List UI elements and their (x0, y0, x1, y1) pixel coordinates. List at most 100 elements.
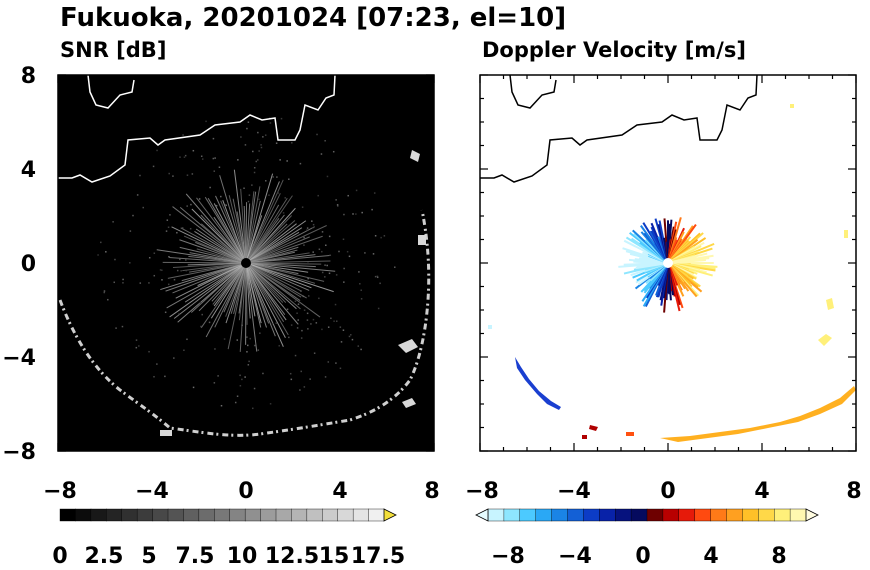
vel-cb-tick-3: 4 (703, 544, 718, 569)
snr-noise-pixel (253, 344, 256, 347)
snr-noise-pixel (313, 352, 316, 354)
snr-noise-pixel (296, 327, 299, 329)
snr-ray (245, 262, 258, 352)
snr-ray (233, 169, 247, 264)
snr-noise-pixel (282, 212, 285, 214)
snr-noise-pixel (335, 274, 338, 276)
snr-noise-pixel (343, 281, 345, 283)
snr-ray (238, 262, 247, 314)
snr-noise-pixel (308, 295, 310, 297)
snr-ray (245, 262, 310, 291)
snr-noise-pixel (246, 351, 248, 353)
snr-noise-pixel (299, 290, 302, 292)
snr-noise-pixel (185, 259, 187, 261)
snr-ray (245, 262, 251, 319)
snr-noise-pixel (220, 404, 223, 407)
snr-noise-pixel (246, 336, 248, 338)
snr-noise-pixel (156, 149, 158, 152)
velocity-colorbar-swatch (567, 508, 584, 522)
snr-noise-pixel (198, 198, 201, 200)
snr-ray (245, 262, 336, 272)
snr-noise-pixel (239, 384, 242, 387)
snr-noise-pixel (361, 211, 363, 214)
snr-noise-pixel (350, 334, 352, 336)
velocity-radar-site-marker (663, 258, 673, 268)
snr-ray (177, 262, 247, 323)
snr-ray (245, 214, 285, 264)
velocity-echo-south-red (582, 425, 598, 439)
snr-noise-pixel (236, 395, 239, 397)
snr-noise-pixel (324, 376, 327, 378)
snr-noise-pixel (241, 324, 243, 327)
snr-noise-pixel (317, 194, 319, 197)
velocity-colorbar-swatch (551, 508, 568, 522)
snr-noise-pixel (223, 338, 226, 340)
snr-noise-pixel (234, 401, 237, 404)
snr-noise-pixel (321, 328, 323, 331)
snr-noise-pixel (153, 252, 156, 254)
snr-noise-pixel (321, 271, 324, 274)
snr-noise-pixel (97, 254, 99, 256)
snr-cb-tick-0: 0 (52, 544, 67, 569)
snr-noise-pixel (379, 282, 381, 285)
velocity-echo-west (488, 325, 492, 329)
snr-noise-pixel (191, 173, 194, 175)
snr-noise-pixel (252, 150, 254, 153)
snr-ray (245, 262, 321, 318)
snr-noise-pixel (346, 250, 349, 253)
snr-noise-pixel (115, 327, 117, 329)
snr-noise-pixel (139, 282, 142, 284)
snr-noise-pixel (135, 339, 138, 341)
velocity-panel: −8 −4 0 4 8 (465, 74, 862, 504)
snr-noise-pixel (312, 223, 315, 226)
vel-xtick-4: 8 (846, 479, 861, 504)
snr-noise-pixel (173, 278, 176, 281)
snr-colorbar-swatch (275, 508, 292, 522)
snr-noise-pixel (371, 208, 373, 211)
snr-noise-pixel (212, 137, 215, 140)
snr-noise-pixel (297, 303, 300, 305)
snr-noise-pixel (129, 262, 131, 264)
snr-noise-pixel (318, 248, 321, 251)
snr-noise-pixel (342, 238, 345, 241)
snr-noise-pixel (132, 214, 134, 217)
snr-ray (172, 206, 247, 264)
snr-noise-pixel (303, 244, 305, 246)
snr-noise-pixel (271, 322, 274, 325)
snr-ray (227, 262, 247, 350)
velocity-panel-title: Doppler Velocity [m/s] (482, 38, 746, 62)
snr-ray (245, 262, 287, 321)
snr-noise-pixel (240, 136, 242, 138)
snr-noise-pixel (355, 213, 357, 215)
snr-noise-pixel (201, 158, 204, 160)
velocity-colorbar-swatch (503, 508, 521, 522)
snr-ray (171, 226, 247, 264)
velocity-colorbar-swatch (519, 508, 537, 522)
snr-noise-pixel (311, 227, 314, 229)
snr-ray (200, 223, 247, 264)
snr-noise-pixel (107, 298, 109, 301)
snr-ray (245, 262, 303, 292)
snr-ray (245, 262, 297, 310)
velocity-echo-south-orange (626, 432, 634, 436)
snr-ray (245, 225, 327, 264)
snr-noise-pixel (253, 387, 256, 390)
snr-cb-tick-6: 15 (319, 544, 350, 569)
snr-noise-pixel (376, 276, 379, 279)
snr-noise-pixel (121, 325, 124, 328)
snr-ray (245, 220, 296, 264)
snr-noise-pixel (100, 241, 102, 244)
velocity-colorbar-swatch (487, 508, 505, 522)
snr-noise-pixel (290, 324, 293, 326)
snr-noise-pixel (297, 319, 299, 321)
snr-cb-tick-5: 12.5 (265, 544, 319, 569)
snr-noise-pixel (148, 256, 151, 259)
snr-noise-pixel (359, 283, 361, 285)
snr-ray (245, 193, 281, 264)
snr-noise-pixel (176, 231, 178, 234)
snr-coastline (58, 75, 336, 183)
snr-noise-pixel (239, 374, 241, 377)
snr-noise-pixel (183, 156, 186, 158)
velocity-colorbar-swatch (646, 508, 664, 522)
snr-noise-pixel (336, 204, 339, 206)
